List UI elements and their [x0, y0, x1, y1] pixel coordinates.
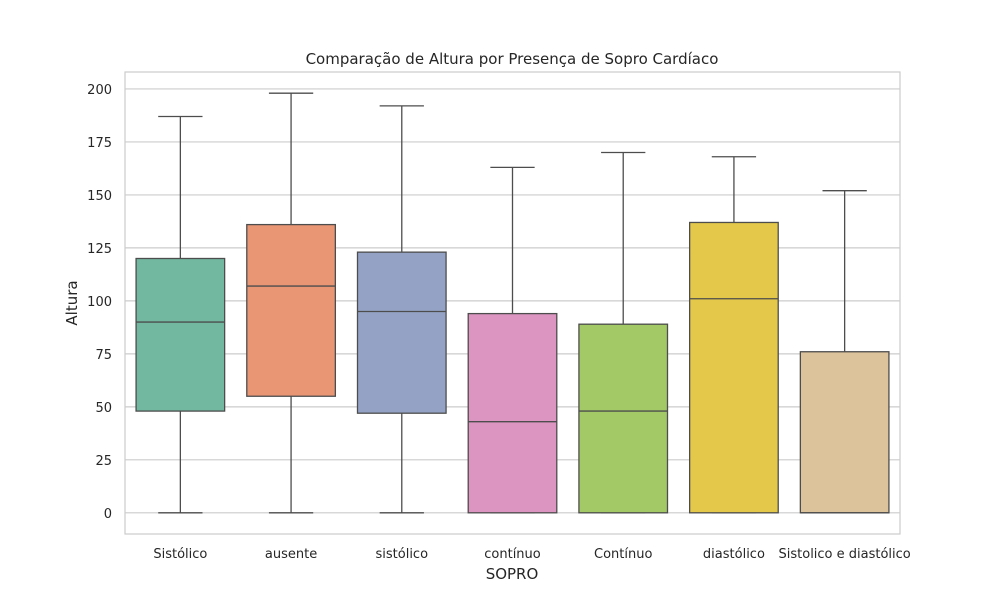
y-tick-label: 150 [87, 189, 112, 204]
x-tick-label: diastólico [703, 547, 765, 562]
plot-frame [124, 71, 901, 535]
box-group [799, 190, 890, 514]
y-tick-label: 125 [87, 242, 112, 257]
box [135, 257, 226, 412]
box [246, 223, 337, 397]
y-tick-label: 25 [95, 454, 112, 469]
y-tick-labels: 0 25 50 75 100 125 150 175 200 [87, 83, 112, 522]
box [467, 312, 558, 514]
box [356, 251, 447, 414]
box [688, 221, 779, 514]
box-group [578, 151, 669, 514]
box-group [246, 92, 337, 514]
x-tick-label: sistólico [376, 547, 429, 562]
x-tick-label: ausente [265, 547, 317, 562]
x-tick-label: contínuo [484, 547, 541, 562]
y-tick-label: 75 [95, 348, 112, 363]
box-group [467, 166, 558, 514]
x-tick-label: Sistolico e diastólico [779, 547, 911, 562]
chart-title: Comparação de Altura por Presença de Sop… [306, 50, 719, 68]
x-axis-label: SOPRO [486, 565, 539, 583]
y-tick-label: 175 [87, 136, 112, 151]
y-tick-label: 50 [95, 401, 112, 416]
x-tick-label: Sistólico [153, 547, 207, 562]
x-tick-labels: Sistólico ausente sistólico contínuo Contínu… [153, 547, 910, 562]
boxes [135, 92, 890, 514]
y-tick-label: 100 [87, 295, 112, 310]
x-tick-label: Contínuo [594, 547, 652, 562]
box [578, 323, 669, 514]
y-axis-label: Altura [63, 280, 81, 325]
y-tick-label: 0 [104, 507, 112, 522]
box-group [135, 115, 226, 514]
box-group [688, 156, 779, 514]
y-tick-label: 200 [87, 83, 112, 98]
box [799, 351, 890, 514]
box-group [356, 105, 447, 514]
